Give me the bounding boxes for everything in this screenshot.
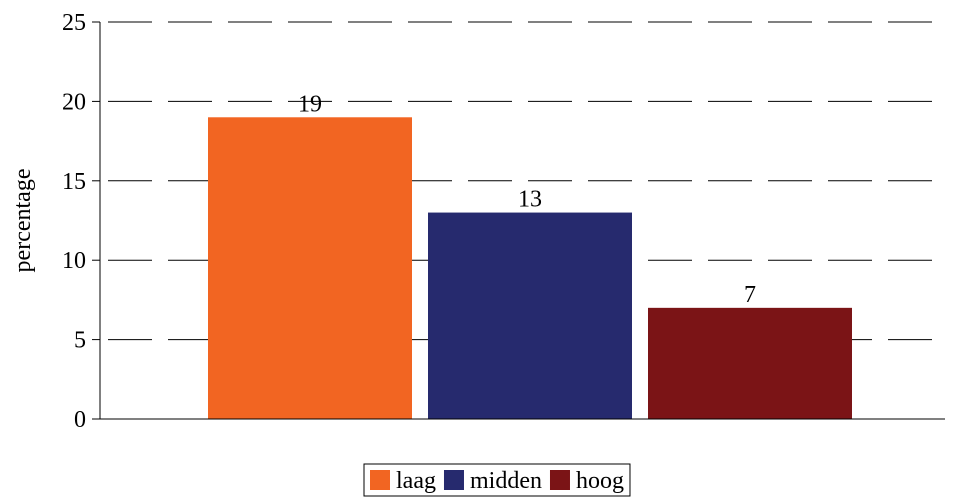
bar-midden <box>428 212 632 419</box>
bars <box>208 117 852 419</box>
y-tick-label: 5 <box>74 328 86 354</box>
y-tick-label: 20 <box>62 89 86 115</box>
legend-label-midden: midden <box>470 468 542 494</box>
data-label-laag: 19 <box>298 91 322 117</box>
legend-swatch-midden <box>443 470 464 490</box>
y-tick-label: 10 <box>62 248 86 274</box>
data-label-hoog: 7 <box>744 282 756 308</box>
bar-hoog <box>648 307 852 419</box>
legend-label-laag: laag <box>396 468 436 494</box>
y-tick-label: 25 <box>62 10 86 36</box>
y-tick-label: 15 <box>62 169 86 195</box>
data-label-midden: 13 <box>518 187 542 213</box>
data-labels: 19 13 7 <box>298 91 756 308</box>
y-tick-label: 0 <box>74 407 86 433</box>
legend-swatch-hoog <box>549 470 570 490</box>
legend-box <box>363 463 631 497</box>
y-axis-ticks: 0 5 10 15 20 25 <box>62 10 100 433</box>
legend-swatch-laag <box>370 470 390 490</box>
legend: laag midden hoog <box>363 463 631 497</box>
legend-label-hoog: hoog <box>576 468 624 494</box>
bar-laag <box>208 117 412 419</box>
y-axis-title: percentage <box>10 169 36 273</box>
